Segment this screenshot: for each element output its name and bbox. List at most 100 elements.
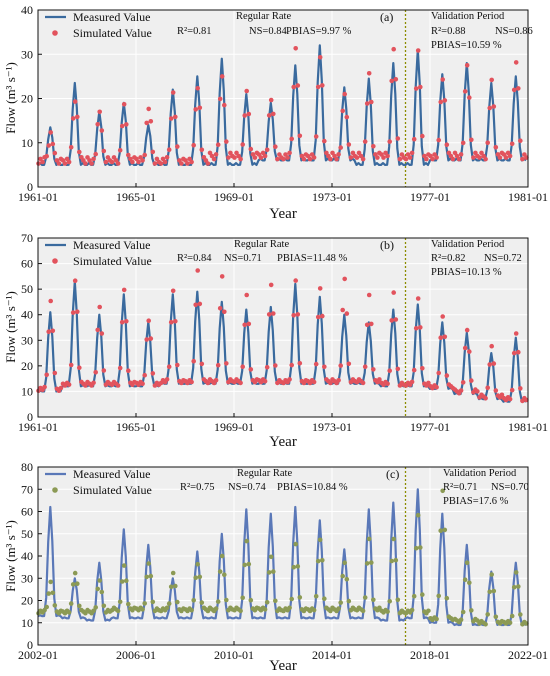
simulated-point xyxy=(460,380,466,385)
simulated-point xyxy=(393,317,399,322)
x-axis-label: Year xyxy=(269,206,297,222)
y-tick-label: 20 xyxy=(21,92,33,106)
simulated-point xyxy=(430,156,435,162)
simulated-point xyxy=(242,113,247,118)
validation-ns: NS=0.72 xyxy=(484,253,522,264)
simulated-point xyxy=(346,361,352,367)
simulated-point xyxy=(189,159,194,165)
simulated-point xyxy=(148,336,154,341)
simulated-point xyxy=(121,102,127,107)
simulated-point xyxy=(518,612,523,617)
simulated-point xyxy=(95,327,100,333)
legend-simulated-label: Simulated Value xyxy=(73,254,152,268)
simulated-point xyxy=(168,116,174,121)
y-tick-label: 30 xyxy=(21,333,33,347)
validation-pbias: PBIAS=17.6 % xyxy=(443,496,509,507)
simulated-point xyxy=(281,156,286,162)
simulated-point xyxy=(217,306,223,311)
simulated-point xyxy=(152,161,158,166)
simulated-point xyxy=(52,370,58,376)
simulated-point xyxy=(317,55,323,60)
simulated-point xyxy=(467,95,472,100)
simulated-point xyxy=(322,596,327,601)
simulated-point xyxy=(460,609,466,615)
simulated-point xyxy=(387,599,393,604)
simulated-point xyxy=(48,298,53,304)
simulated-point xyxy=(211,156,217,162)
simulated-point xyxy=(77,149,82,155)
simulated-point xyxy=(240,142,245,147)
simulated-point xyxy=(56,161,62,166)
simulated-point xyxy=(362,364,368,370)
simulated-point xyxy=(444,142,450,147)
simulated-point xyxy=(456,156,462,162)
simulated-point xyxy=(511,87,517,93)
simulated-point xyxy=(340,573,346,579)
simulated-point xyxy=(219,553,225,559)
simulated-point xyxy=(117,599,123,605)
simulated-point xyxy=(89,161,94,166)
validation-r2: R²=0.88 xyxy=(431,26,465,37)
simulated-point xyxy=(48,130,53,135)
simulated-point xyxy=(179,161,184,166)
simulated-point xyxy=(224,139,229,144)
simulated-point xyxy=(366,292,372,298)
simulated-point xyxy=(415,512,421,518)
simulated-point xyxy=(491,588,497,594)
validation-pbias: PBIAS=10.13 % xyxy=(431,267,502,278)
simulated-point xyxy=(101,148,107,154)
simulated-point xyxy=(458,152,464,157)
simulated-point xyxy=(393,77,399,82)
simulated-point xyxy=(415,296,421,301)
simulated-point xyxy=(360,608,366,614)
simulated-point xyxy=(70,116,76,121)
simulated-value-markers xyxy=(36,268,529,404)
x-axis-label: Year xyxy=(269,434,297,450)
simulated-point xyxy=(52,150,58,156)
simulated-point xyxy=(262,153,268,159)
simulated-point xyxy=(511,584,517,590)
simulated-point xyxy=(103,159,109,165)
simulated-point xyxy=(409,607,415,613)
simulated-point xyxy=(420,366,425,371)
simulated-point xyxy=(509,387,515,393)
simulated-point xyxy=(297,595,303,600)
simulated-point xyxy=(101,368,107,373)
simulated-point xyxy=(469,608,474,613)
simulated-point xyxy=(266,570,272,575)
simulated-point xyxy=(415,48,421,53)
regular-rate-title: Regular Rate xyxy=(237,468,292,479)
simulated-point xyxy=(377,377,382,382)
simulated-point xyxy=(507,153,513,159)
plot-frame xyxy=(37,466,529,646)
simulated-point xyxy=(224,361,229,366)
simulated-point xyxy=(371,144,376,149)
x-tick-label: 1961-01 xyxy=(18,190,58,204)
validation-title: Validation Period xyxy=(431,11,505,22)
simulated-point xyxy=(315,558,321,564)
simulated-point xyxy=(516,584,521,589)
simulated-point xyxy=(289,136,295,142)
simulated-point xyxy=(462,345,468,351)
simulated-point xyxy=(354,155,360,160)
simulated-point xyxy=(491,104,497,109)
simulated-point xyxy=(119,123,125,129)
simulated-point xyxy=(217,96,223,102)
simulated-point xyxy=(262,378,268,384)
simulated-point xyxy=(146,318,151,324)
simulated-point xyxy=(513,60,519,65)
simulated-point xyxy=(173,114,178,120)
simulated-point xyxy=(142,152,147,158)
simulated-point xyxy=(338,363,344,368)
simulated-point xyxy=(469,137,474,143)
plot-frame xyxy=(37,237,529,418)
simulated-point xyxy=(50,328,56,334)
simulated-point xyxy=(338,145,344,150)
simulated-point xyxy=(342,560,348,565)
simulated-point xyxy=(287,150,292,156)
simulated-point xyxy=(170,570,176,576)
simulated-point xyxy=(146,106,151,112)
simulated-point xyxy=(489,572,495,577)
simulated-point xyxy=(126,152,131,158)
simulated-point xyxy=(215,362,221,368)
